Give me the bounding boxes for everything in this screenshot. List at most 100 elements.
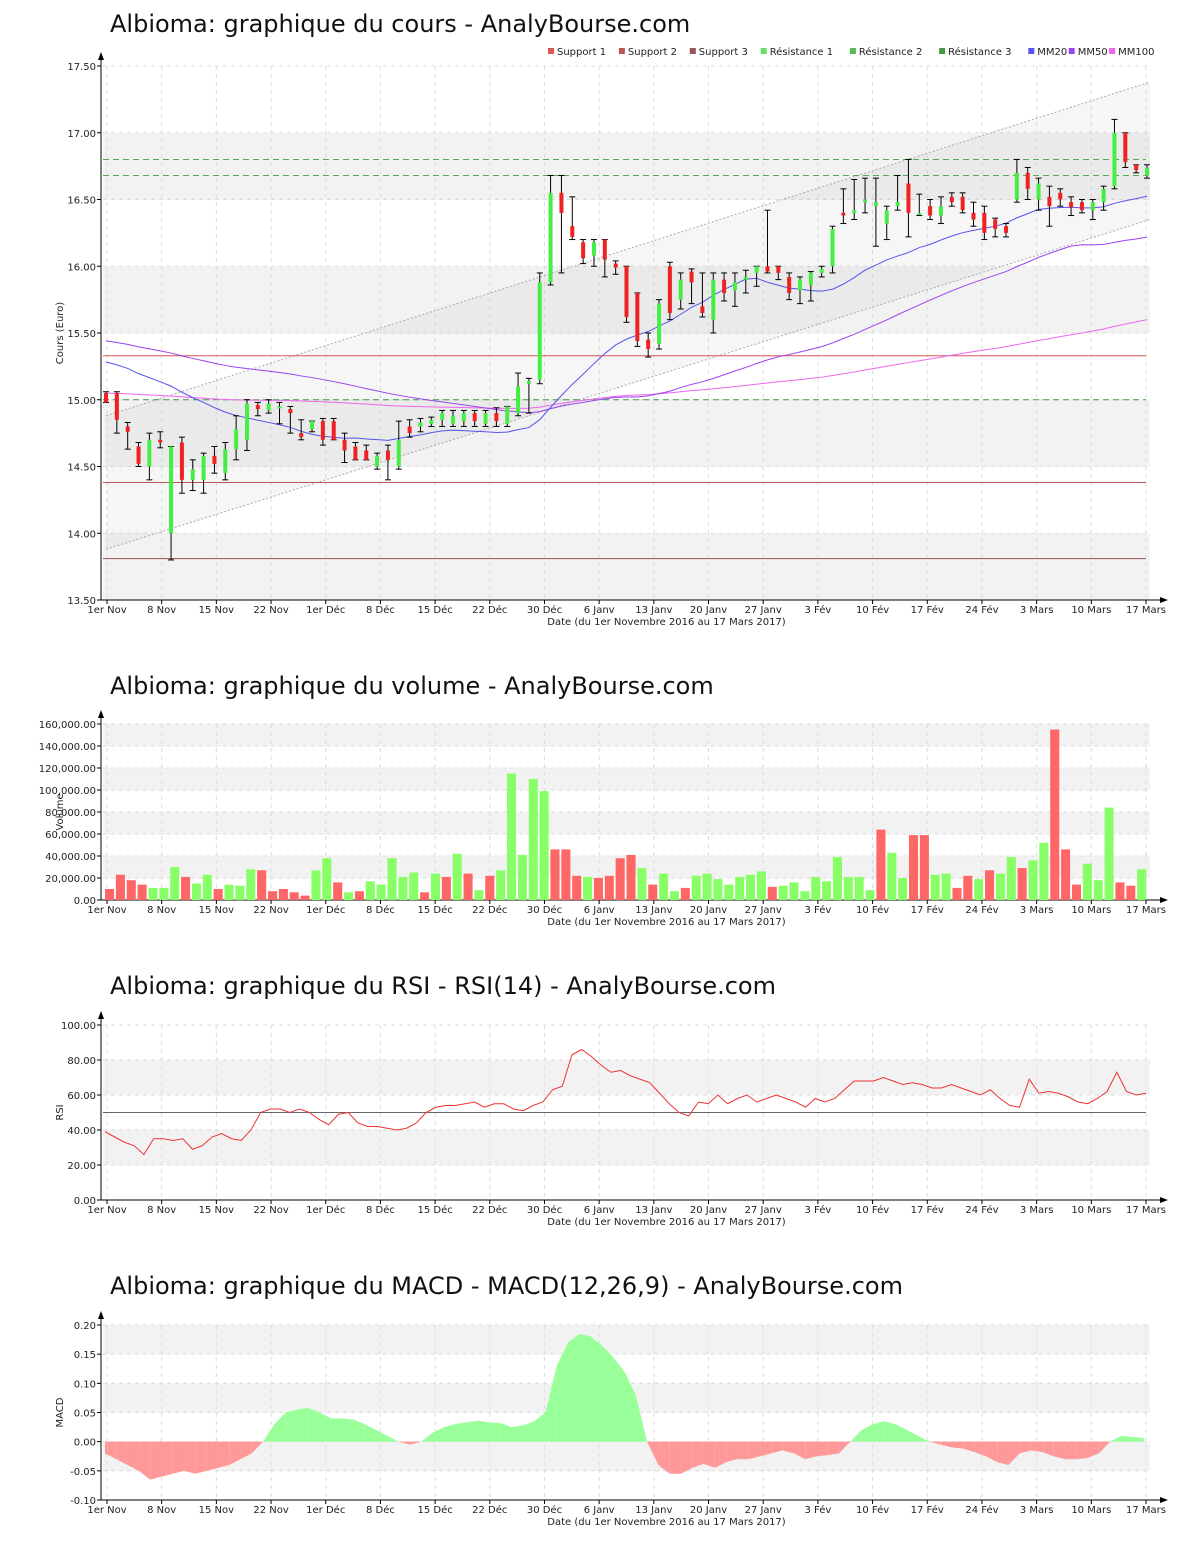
volume-bar <box>376 884 386 900</box>
macd-area-segment <box>500 1423 512 1442</box>
candle-body <box>429 419 434 424</box>
volume-bar <box>691 875 701 900</box>
candle-body <box>223 449 228 474</box>
volume-bar <box>181 876 191 900</box>
macd-area-segment <box>748 1441 761 1460</box>
macd-area-segment <box>319 1412 331 1442</box>
candle-body <box>700 306 705 313</box>
macd-x-axis-arrow <box>1160 1497 1168 1503</box>
volume-bar <box>1028 860 1038 900</box>
volume-bar <box>1082 863 1092 900</box>
macd-y-axis-label: MACD <box>55 1397 66 1427</box>
price-x-tick-label: 15 Déc <box>417 604 452 616</box>
macd-area-segment <box>127 1441 139 1471</box>
volume-bar <box>224 884 234 900</box>
candle-body <box>830 228 835 267</box>
candle-body <box>852 210 857 213</box>
volume-bar <box>1093 880 1103 900</box>
volume-bar <box>278 889 288 900</box>
macd-area-segment <box>285 1409 297 1442</box>
macd-area-segment <box>376 1430 388 1442</box>
candle-body <box>581 242 586 259</box>
volume-bar <box>452 853 462 900</box>
volume-bar <box>365 881 375 900</box>
macd-area-segment <box>872 1421 885 1442</box>
volume-bar <box>506 773 517 900</box>
volume-bar <box>680 887 690 900</box>
volume-bar <box>811 876 821 900</box>
rsi-line <box>104 1048 1147 1156</box>
macd-x-tick-label: 10 Fév <box>856 1504 889 1516</box>
legend-swatch <box>1068 48 1075 54</box>
macd-area-segment <box>217 1441 230 1468</box>
macd-area-segment <box>816 1441 828 1457</box>
volume-bar <box>659 873 669 900</box>
trend-channel-lower <box>105 219 1151 550</box>
candle-body <box>320 421 325 440</box>
candle-body <box>1047 196 1052 207</box>
candle-body <box>602 239 607 260</box>
candle-body <box>657 303 662 344</box>
candle-body <box>310 421 315 430</box>
rsi-x-tick-label: 22 Nov <box>253 1205 289 1216</box>
volume-x-tick-label: 22 Déc <box>472 904 507 916</box>
volume-bar <box>344 892 354 900</box>
candle-body <box>136 446 141 464</box>
rsi-y-tick-label: 80.00 <box>67 1056 96 1067</box>
macd-x-tick-label: 22 Déc <box>472 1504 507 1516</box>
volume-bar <box>952 887 962 900</box>
rsi-band <box>103 1025 1150 1060</box>
candle-body <box>765 266 770 272</box>
legend-swatch <box>939 48 946 54</box>
rsi-x-tick-label: 8 Déc <box>366 1204 395 1216</box>
price-y-axis-arrow <box>98 52 104 60</box>
candle-body <box>505 406 510 424</box>
candle-body <box>906 183 911 213</box>
volume-y-tick-label: 20,000.00 <box>45 874 96 885</box>
macd-area-segment <box>477 1420 489 1442</box>
volume-y-tick-label: 40,000.00 <box>45 852 96 863</box>
macd-area-segment <box>963 1441 975 1453</box>
macd-area-segment <box>1031 1441 1043 1453</box>
macd-y-tick-label: -0.05 <box>70 1467 96 1478</box>
volume-bar <box>626 854 636 900</box>
macd-area-segment <box>1087 1441 1099 1458</box>
price-x-tick-label: 8 Nov <box>147 605 176 616</box>
macd-area-segment <box>940 1441 953 1448</box>
candle-body <box>472 413 477 422</box>
candle-body <box>299 433 304 438</box>
macd-area-segment <box>827 1441 840 1456</box>
volume-bar <box>409 872 419 900</box>
macd-x-tick-label: 15 Déc <box>417 1504 452 1516</box>
rsi-band <box>103 1165 1150 1200</box>
candle-body <box>255 405 260 410</box>
volume-bar <box>746 874 756 900</box>
macd-area-segment <box>184 1441 196 1474</box>
macd-area-segment <box>601 1345 614 1442</box>
macd-area-segment <box>974 1441 986 1457</box>
candle-body <box>776 266 781 273</box>
volume-x-tick-label: 1er Déc <box>306 904 345 916</box>
macd-chart: -0.10 -0.05 0.00 0.05 0.10 0.15 0.20 1er Nov 8 N… <box>55 1311 1168 1528</box>
volume-x-tick-label: 8 Nov <box>147 905 176 916</box>
rsi-x-tick-label: 15 Déc <box>417 1204 452 1216</box>
candle-body <box>1058 192 1063 200</box>
legend-entry: Support 2 <box>628 47 677 58</box>
macd-y-axis-arrow <box>98 1311 104 1319</box>
macd-area-segment <box>1064 1441 1077 1460</box>
candle-body <box>798 279 802 291</box>
price-x-tick-label: 1er Déc <box>306 604 345 616</box>
volume-bar <box>789 882 799 900</box>
candle-body <box>917 212 922 215</box>
volume-bar <box>843 876 853 900</box>
candle-body <box>613 263 618 268</box>
rsi-y-tick-label: 20.00 <box>67 1161 96 1172</box>
candle-body <box>559 192 564 213</box>
volume-x-tick-label: 27 Janv <box>745 905 782 916</box>
macd-x-tick-label: 17 Fév <box>911 1504 944 1516</box>
volume-bar <box>724 884 734 900</box>
candle-body <box>407 426 412 434</box>
volume-bar <box>561 849 571 900</box>
macd-area-segment <box>929 1441 941 1445</box>
legend-swatch <box>1028 48 1035 54</box>
